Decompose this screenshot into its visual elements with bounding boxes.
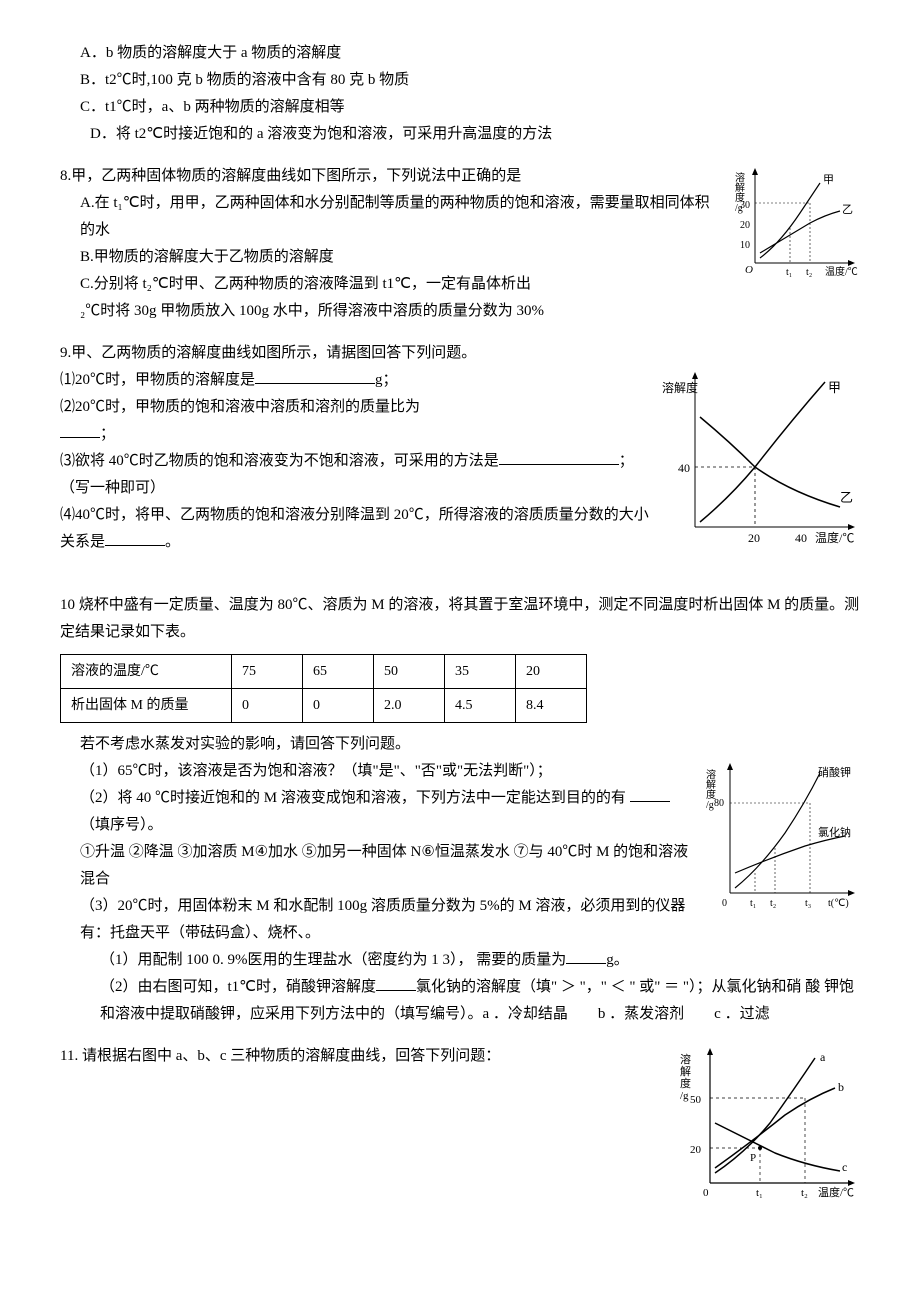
ytick-10: 10 (740, 240, 750, 251)
svg-text:t₃: t₃ (805, 898, 811, 909)
svg-text:0: 0 (722, 898, 727, 909)
label-P: P (750, 1152, 756, 1164)
ytick-20: 20 (690, 1144, 702, 1156)
th0: 溶液的温度/℃ (61, 655, 232, 689)
xlabel: 温度/℃ (825, 265, 858, 278)
q10-chart: 溶 解 度 /g 80 硝酸钾 氯化钠 t₁ t₂ t₃ t(℃) 0 (700, 758, 860, 928)
blank (499, 449, 619, 465)
q10-aftertable: 若不考虑水蒸发对实验的影响，请回答下列问题。 (60, 731, 860, 758)
svg-text:t₁: t₁ (750, 898, 756, 909)
th5: 20 (516, 655, 587, 689)
xlabel: 温度/℃ (815, 530, 854, 545)
label-jia: 甲 (828, 380, 841, 395)
q10: 10 烧杯中盛有一定质量、温度为 80℃、溶质为 M 的溶液，将其置于室温环境中… (60, 592, 860, 1028)
th2: 65 (303, 655, 374, 689)
svg-text:/g: /g (706, 800, 714, 811)
q9-chart: 溶解度 40 甲 乙 20 40 温度/℃ (660, 367, 860, 567)
q7-optB: B．t2℃时,100 克 b 物质的溶液中含有 80 克 b 物质 (60, 67, 860, 94)
blank (105, 530, 165, 546)
label-kno3: 硝酸钾 (818, 765, 851, 779)
q10-sub1: （1）用配制 100 0. 9%医用的生理盐水（密度约为 1 3）， 需要的质量… (60, 947, 860, 974)
svg-text:溶: 溶 (680, 1052, 691, 1066)
r2c4: 4.5 (445, 689, 516, 723)
blank (60, 422, 100, 438)
q8-optD2: ₂℃时将 30g 甲物质放入 100g 水中，所得溶液中溶质的质量分数为 30% (60, 298, 860, 325)
r2c1: 0 (232, 689, 303, 723)
xtick-t1: t₁ (786, 267, 792, 278)
svg-text:/g: /g (680, 1090, 689, 1102)
ytick-30: 30 (740, 200, 750, 211)
q7-options: A．b 物质的溶解度大于 a 物质的溶解度 B．t2℃时,100 克 b 物质的… (60, 40, 860, 148)
th3: 50 (374, 655, 445, 689)
q8-chart: 溶 解 度 /g 10 20 30 甲 乙 t₁ t₂ 温度/℃ O (730, 163, 860, 293)
svg-text:0: 0 (703, 1187, 709, 1199)
xlabel: t(℃) (828, 898, 849, 909)
xlabel: 温度/℃ (818, 1185, 854, 1199)
label-b: b (838, 1080, 844, 1094)
q7-optA: A．b 物质的溶解度大于 a 物质的溶解度 (60, 40, 860, 67)
ytick-80: 80 (714, 798, 724, 809)
svg-text:解: 解 (680, 1064, 691, 1078)
q11: 溶 解 度 /g 50 20 P a b c t₁ t₂ 温度/℃ 0 11. … (60, 1043, 860, 1233)
r2c3: 2.0 (374, 689, 445, 723)
r2c5: 8.4 (516, 689, 587, 723)
blank (566, 948, 606, 964)
svg-text:度: 度 (680, 1076, 691, 1090)
blank (630, 786, 670, 802)
q7-optC: C．t1℃时，a、b 两种物质的溶解度相等 (60, 94, 860, 121)
ytick-50: 50 (690, 1094, 702, 1106)
q8: 溶 解 度 /g 10 20 30 甲 乙 t₁ t₂ 温度/℃ O 8.甲，乙… (60, 163, 860, 325)
blank (376, 975, 416, 991)
q7-optD: D．将 t2℃时接近饱和的 a 溶液变为饱和溶液，可采用升高温度的方法 (60, 121, 860, 148)
xtick-40: 40 (795, 531, 807, 545)
ylabel: 溶解度 (662, 380, 698, 395)
label-c: c (842, 1160, 847, 1174)
ytick-40: 40 (678, 461, 690, 475)
q9: 9.甲、乙两物质的溶解度曲线如图所示，请据图回答下列问题。 溶解度 40 甲 乙… (60, 340, 860, 577)
label-nacl: 氯化钠 (818, 825, 851, 839)
th4: 35 (445, 655, 516, 689)
label-jia: 甲 (823, 174, 834, 186)
q11-chart: 溶 解 度 /g 50 20 P a b c t₁ t₂ 温度/℃ 0 (670, 1043, 860, 1223)
svg-text:O: O (745, 264, 753, 276)
r2c0: 析出固体 M 的质量 (61, 689, 232, 723)
svg-text:t₂: t₂ (801, 1187, 808, 1199)
xtick-t2: t₂ (806, 267, 812, 278)
xtick-20: 20 (748, 531, 760, 545)
q9-stem: 9.甲、乙两物质的溶解度曲线如图所示，请据图回答下列问题。 (60, 340, 860, 367)
q10-table: 溶液的温度/℃ 75 65 50 35 20 析出固体 M 的质量 0 0 2.… (60, 654, 587, 723)
label-a: a (820, 1050, 826, 1064)
svg-text:t₁: t₁ (756, 1187, 763, 1199)
svg-text:t₂: t₂ (770, 898, 776, 909)
r2c2: 0 (303, 689, 374, 723)
label-yi: 乙 (842, 203, 853, 216)
q10-sub2: （2）由右图可知，t1℃时，硝酸钾溶解度氯化钠的溶解度（填" ＞ "，" ＜ "… (60, 974, 860, 1028)
th1: 75 (232, 655, 303, 689)
blank (255, 368, 375, 384)
label-yi: 乙 (840, 490, 853, 505)
ytick-20: 20 (740, 220, 750, 231)
q10-stem: 10 烧杯中盛有一定质量、温度为 80℃、溶质为 M 的溶液，将其置于室温环境中… (60, 592, 860, 646)
